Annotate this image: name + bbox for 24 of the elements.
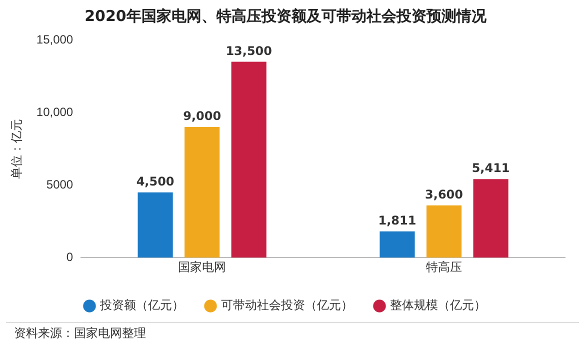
bar — [138, 192, 173, 258]
y-tick-label: 15,000 — [36, 32, 74, 46]
chart-title: 2020年国家电网、特高压投资额及可带动社会投资预测情况 — [84, 6, 488, 25]
bar — [184, 127, 220, 258]
data-label: 1,811 — [378, 213, 416, 228]
data-label: 5,411 — [472, 161, 510, 176]
bar — [473, 179, 508, 258]
legend-label: 投资额（亿元） — [99, 298, 184, 312]
y-tick-label: 10,000 — [36, 104, 74, 119]
bar — [380, 231, 415, 258]
y-axis-title: 单位：亿元 — [10, 118, 24, 179]
data-label: 4,500 — [136, 174, 174, 188]
y-tick-label: 5000 — [46, 177, 74, 192]
text: 资料来源：国家电网整理 — [6, 322, 579, 342]
x-tick-label: 特高压 — [426, 260, 462, 274]
data-label: 9,000 — [183, 109, 222, 124]
x-tick-label: 国家电网 — [178, 260, 226, 274]
bar — [426, 205, 462, 258]
legend-label: 可带动社会投资（亿元） — [221, 298, 353, 312]
data-label: 3,600 — [425, 188, 464, 202]
bar — [231, 62, 266, 258]
y-tick-label: 0 — [66, 250, 74, 264]
legend-label: 整体规模（亿元） — [390, 298, 486, 312]
data-label: 13,500 — [226, 44, 272, 58]
